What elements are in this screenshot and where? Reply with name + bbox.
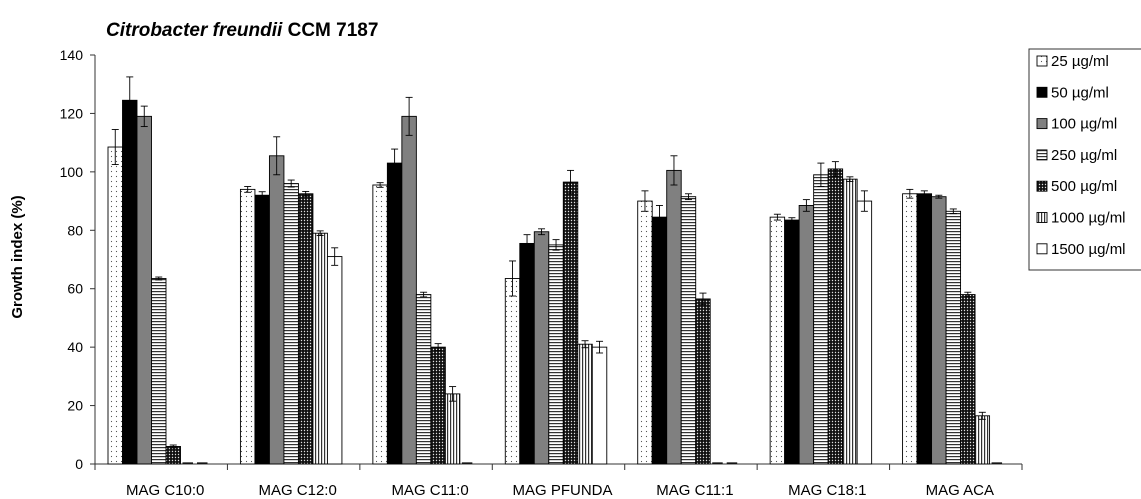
legend-swatch [1036, 243, 1048, 255]
x-tick-labels: MAG C10:0 MAG C12:0 MAG C11:0 MAG PFUNDA MAG… [126, 482, 994, 499]
x-tick-label: MAG C11:1 [656, 482, 733, 499]
y-tick-label: 80 [67, 222, 83, 238]
y-tick-label: 100 [60, 164, 84, 180]
bar [548, 244, 564, 465]
bar [798, 205, 815, 465]
bar [637, 200, 653, 465]
bar [165, 446, 181, 465]
y-tick-label: 0 [75, 456, 83, 472]
bar [974, 415, 991, 465]
bar [430, 346, 446, 465]
legend-label: 250 µg/ml [1051, 147, 1117, 164]
bar [945, 210, 962, 465]
x-tick-label: MAG C18:1 [788, 482, 866, 499]
bar [107, 146, 123, 465]
bar [680, 196, 697, 465]
bar [784, 219, 800, 465]
x-tick-label: MAG PFUNDA [512, 482, 612, 499]
bar [931, 196, 947, 465]
bar [504, 278, 521, 465]
legend: 25 µg/ml 50 µg/ml 100 µg/ml 250 µg/ml 500 µg… [1028, 48, 1141, 271]
bar [239, 188, 256, 465]
bar [666, 169, 682, 465]
bar [960, 294, 976, 465]
legend-swatch [1036, 55, 1048, 67]
legend-swatch [1036, 118, 1048, 130]
bar [769, 216, 786, 465]
y-axis-label: Growth index (%) [9, 195, 26, 318]
x-tick-label: MAG ACA [926, 482, 994, 499]
bar [268, 155, 285, 465]
legend-box [1028, 48, 1141, 271]
legend-label: 1500 µg/ml [1051, 241, 1126, 258]
bar [122, 99, 138, 465]
bar [533, 231, 550, 465]
legend-swatch [1036, 149, 1048, 161]
y-tick-label: 20 [67, 398, 83, 414]
bar [651, 216, 668, 465]
y-tick-label: 40 [67, 339, 83, 355]
bar [813, 174, 829, 465]
bar [827, 168, 844, 465]
bar [254, 194, 270, 465]
x-tick-label: MAG C10:0 [126, 482, 204, 499]
bar [916, 193, 933, 465]
legend-swatch [1036, 212, 1048, 223]
bar [577, 343, 593, 465]
chart-title: Citrobacter freundii CCM 7187 [106, 20, 378, 41]
bar [326, 256, 343, 465]
x-tick-label: MAG C11:0 [391, 482, 468, 499]
bar [902, 193, 918, 465]
bar [562, 181, 579, 465]
legend-label: 500 µg/ml [1051, 178, 1117, 195]
bar [695, 298, 711, 465]
bar [856, 200, 873, 465]
bar [312, 232, 328, 465]
legend-label: 25 µg/ml [1051, 53, 1109, 70]
x-tick-label: MAG C12:0 [258, 482, 336, 499]
bar [591, 346, 608, 465]
bars [107, 76, 1003, 465]
bar [283, 183, 299, 465]
bar [444, 393, 461, 465]
bar [151, 278, 167, 465]
bar [297, 193, 314, 465]
bar [401, 115, 417, 465]
legend-swatch [1036, 180, 1048, 192]
y-tick-label: 140 [60, 47, 84, 63]
chart-title-italic: Citrobacter freundii [106, 20, 283, 41]
y-tick-label: 60 [67, 281, 83, 297]
bar [386, 162, 403, 465]
y-tick-label: 120 [60, 105, 84, 121]
bar [519, 242, 535, 465]
bar [415, 294, 432, 465]
bar [136, 115, 152, 465]
legend-label: 1000 µg/ml [1051, 210, 1126, 227]
bar [842, 178, 858, 465]
legend-label: 100 µg/ml [1051, 116, 1117, 133]
chart-title-rest: CCM 7187 [282, 20, 378, 41]
bar [372, 184, 388, 465]
legend-swatch [1036, 86, 1048, 98]
legend-label: 50 µg/ml [1051, 84, 1109, 101]
